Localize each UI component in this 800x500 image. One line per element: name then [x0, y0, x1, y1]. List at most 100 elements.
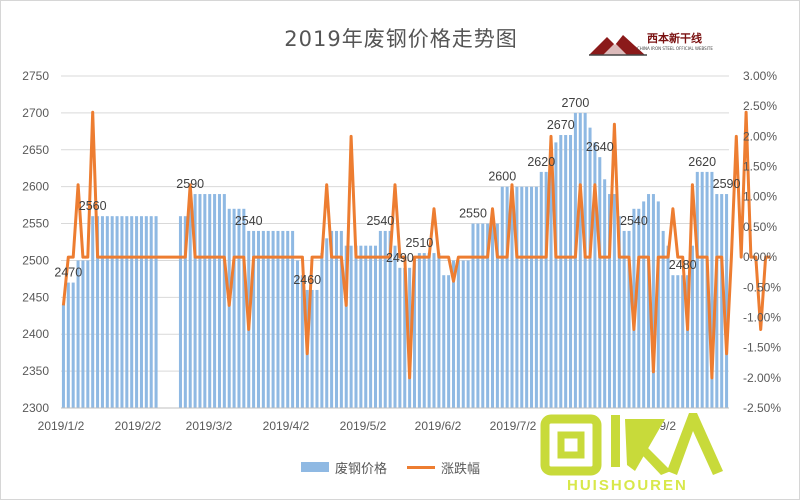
price-bar	[427, 253, 431, 408]
price-bar	[66, 282, 70, 408]
price-bar	[593, 142, 597, 408]
price-bar	[661, 230, 665, 408]
price-bar	[510, 186, 514, 408]
price-bar	[588, 127, 592, 409]
legend: 废钢价格 涨跌幅	[301, 457, 500, 477]
data-label: 2620	[688, 155, 716, 169]
legend-label-price: 废钢价格	[335, 461, 388, 477]
price-bar	[76, 260, 80, 408]
price-bar	[637, 208, 641, 408]
price-bar	[252, 230, 256, 408]
price-bar	[471, 223, 475, 408]
price-bar	[686, 275, 690, 408]
data-label: 2540	[235, 214, 263, 228]
price-bar	[354, 245, 358, 408]
price-bar	[154, 216, 158, 408]
data-label: 2590	[713, 177, 741, 191]
price-bar	[690, 245, 694, 408]
y-left-tick-label: 2700	[22, 106, 49, 120]
price-bar	[500, 186, 504, 408]
price-bar	[569, 135, 573, 408]
price-bar	[96, 216, 100, 408]
y-left-tick-label: 2600	[22, 180, 49, 194]
price-bar	[695, 171, 699, 408]
y-left-tick-label: 2550	[22, 217, 49, 231]
price-bar	[725, 194, 729, 408]
price-bar	[403, 267, 407, 408]
bar-swatch	[301, 462, 329, 472]
price-bar	[115, 216, 119, 408]
data-label: 2510	[405, 236, 433, 250]
price-bar	[520, 186, 524, 408]
price-bar	[583, 112, 587, 408]
price-bar	[715, 194, 719, 408]
price-bar	[105, 216, 109, 408]
y-right-tick-label: 3.00%	[743, 69, 777, 83]
price-bar	[291, 230, 295, 408]
price-bar	[417, 253, 421, 408]
price-bar	[193, 194, 197, 408]
price-bar	[505, 186, 509, 408]
price-bar	[378, 230, 382, 408]
x-tick-label: 2019/3/2	[186, 419, 233, 433]
price-bar	[325, 238, 329, 408]
price-bar	[515, 186, 519, 408]
price-bar	[466, 260, 470, 408]
y-left-tick-label: 2650	[22, 143, 49, 157]
price-bar	[612, 194, 616, 408]
price-bar	[495, 223, 499, 408]
price-bar	[603, 179, 607, 408]
price-bar	[178, 216, 182, 408]
y-left-tick-label: 2500	[22, 253, 49, 267]
price-bar	[208, 194, 212, 408]
data-label: 2620	[527, 155, 555, 169]
y-left-tick-label: 2450	[22, 290, 49, 304]
price-bar	[383, 230, 387, 408]
logo-subtitle: CHINA IRON STEEL OFFICIAL WEBSITE	[637, 46, 713, 51]
price-bar	[559, 135, 563, 408]
change-line	[61, 110, 771, 380]
price-bar	[369, 245, 373, 408]
price-bar	[544, 171, 548, 408]
price-bar	[598, 157, 602, 408]
price-bar	[539, 171, 543, 408]
price-bar	[349, 245, 353, 408]
price-bar	[393, 245, 397, 408]
price-bar	[573, 112, 577, 408]
price-bar	[447, 275, 451, 408]
x-tick-label: 2019/6/2	[415, 419, 462, 433]
data-label: 2540	[620, 214, 648, 228]
price-bar	[310, 289, 314, 408]
price-bar	[627, 230, 631, 408]
price-bar	[227, 208, 231, 408]
price-bar	[534, 186, 538, 408]
x-tick-label: 2019/4/2	[263, 419, 310, 433]
y-left-tick-label: 2300	[22, 401, 49, 415]
y-right-tick-label: 1.50%	[743, 160, 777, 174]
x-tick-label: 2019/2/2	[115, 419, 162, 433]
price-bar	[271, 230, 275, 408]
price-bar	[222, 194, 226, 408]
x-tick-label: 2019/1/2	[38, 419, 85, 433]
price-bar	[120, 216, 124, 408]
y-right-tick-label: 0.50%	[743, 220, 777, 234]
price-bar	[320, 253, 324, 408]
price-bar	[412, 260, 417, 408]
x-tick-label: 2019/5/2	[340, 419, 387, 433]
data-label: 2480	[669, 258, 697, 272]
price-bar	[130, 216, 134, 408]
price-bar	[359, 245, 363, 408]
y-right-tick-label: -2.50%	[743, 401, 781, 415]
price-bar	[676, 275, 680, 408]
chart-title: 2019年废钢价格走势图	[284, 27, 518, 51]
price-bar	[139, 216, 143, 408]
price-bar	[281, 230, 285, 408]
y-left-tick-label: 2350	[22, 364, 49, 378]
legend-item-change: 涨跌幅	[407, 458, 480, 477]
y-right-tick-label: -1.50%	[743, 341, 781, 355]
data-label: 2540	[366, 214, 394, 228]
data-label: 2670	[547, 118, 575, 132]
price-bar	[300, 275, 304, 408]
